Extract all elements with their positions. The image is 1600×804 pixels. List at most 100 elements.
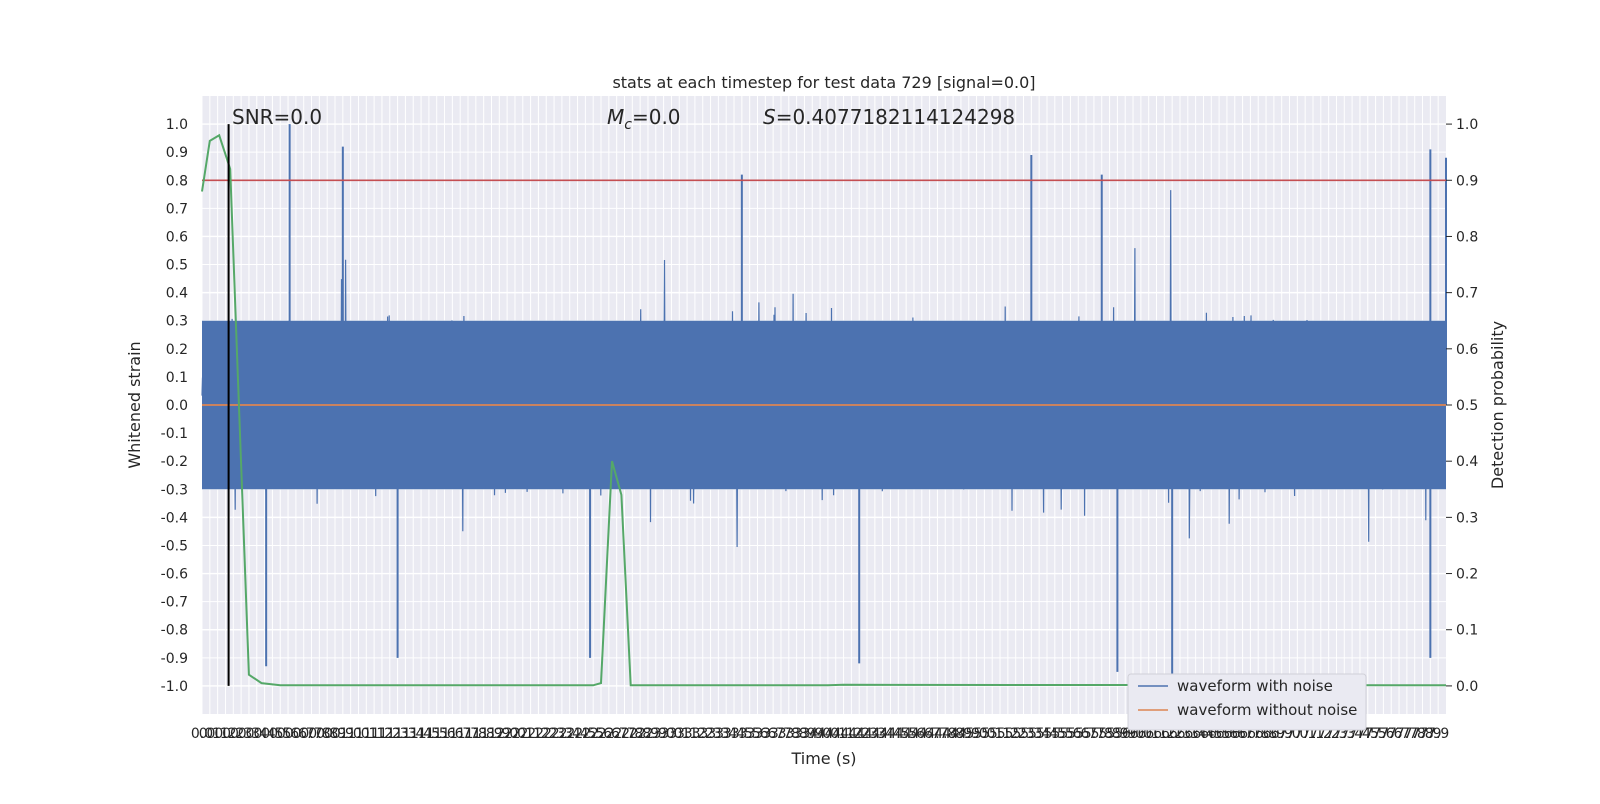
- x-tick-label: 1.0: [347, 726, 369, 742]
- x-tick-label: 4.2: [848, 726, 870, 742]
- x-tick-label: 5.2: [1005, 726, 1027, 742]
- y-tick-label-left: -0.1: [161, 426, 188, 442]
- x-tick-label: 5.9: [1106, 726, 1128, 742]
- y-tick-label-right: 0.3: [1456, 510, 1478, 526]
- x-tick-label: 2.8: [629, 726, 651, 742]
- x-tick-label: 5.1: [981, 726, 1003, 742]
- x-tick-label: 4.0: [809, 726, 831, 742]
- x-tick-label: 4.3: [856, 726, 878, 742]
- y-tick-label-left: 0.1: [166, 370, 188, 386]
- x-tick-label: 0.8: [308, 726, 330, 742]
- x-tick-label: 0.9: [324, 726, 346, 742]
- x-tick-label: 0.2: [214, 726, 236, 742]
- y-tick-label-right: 0.6: [1456, 342, 1478, 358]
- x-tick-label: 0.5: [261, 726, 283, 742]
- x-tick-label: 0.5: [269, 726, 291, 742]
- x-tick-label: 5.6: [1059, 726, 1081, 742]
- x-tick-label: 2.7: [613, 726, 635, 742]
- x-tick-label: 3.4: [715, 726, 737, 742]
- x-tick-label: 2.6: [598, 726, 620, 742]
- x-tick-label: 3.7: [770, 726, 792, 742]
- x-tick-label: 4.6: [903, 726, 925, 742]
- x-tick-label: 1.1: [363, 726, 385, 742]
- y-tick-label-left: -0.7: [161, 595, 188, 611]
- y-tick-label-left: 0.8: [166, 173, 188, 189]
- x-tick-label: 1.3: [394, 726, 416, 742]
- x-tick-label: 0.1: [207, 726, 229, 742]
- y-tick-label-left: -0.4: [161, 510, 188, 526]
- x-tick-label: 3.2: [684, 726, 706, 742]
- x-tick-label: 7.7: [1388, 726, 1410, 742]
- x-tick-label: 4.6: [911, 726, 933, 742]
- x-tick-label: 1.7: [449, 726, 471, 742]
- x-tick-label: 3.3: [699, 726, 721, 742]
- y-tick-label-left: 0.7: [166, 201, 188, 217]
- x-tick-label: 4.4: [872, 726, 894, 742]
- y-tick-label-left: -1.0: [161, 679, 188, 695]
- y-tick-label-left: 0.4: [166, 286, 188, 302]
- x-tick-label: 1.0: [340, 726, 362, 742]
- x-tick-label: 3.5: [739, 726, 761, 742]
- x-tick-label: 5.8: [1098, 726, 1120, 742]
- x-tick-label: 3.9: [801, 726, 823, 742]
- x-tick-label: 4.2: [840, 726, 862, 742]
- x-tick-label: 4.1: [832, 726, 854, 742]
- x-tick-label: 2.5: [582, 726, 604, 742]
- x-tick-label: 7.7: [1396, 726, 1418, 742]
- y-tick-label-left: 0.5: [166, 258, 188, 274]
- x-tick-label: 4.3: [864, 726, 886, 742]
- x-tick-label: 0.0: [191, 726, 213, 742]
- x-tick-label: 5.3: [1012, 726, 1034, 742]
- x-tick-label: 1.9: [488, 726, 510, 742]
- y-tick-label-right: 1.0: [1456, 117, 1478, 133]
- y-tick-label-right: 0.4: [1456, 454, 1478, 470]
- x-tick-label: 1.4: [402, 726, 424, 742]
- y-axis-label-right: Detection probability: [1488, 321, 1507, 489]
- s-value: =0.4077182114124298: [776, 105, 1015, 129]
- x-tick-label: 3.7: [762, 726, 784, 742]
- x-tick-label: 0.6: [285, 726, 307, 742]
- x-tick-label: 2.4: [559, 726, 581, 742]
- x-tick-label: 5.7: [1083, 726, 1105, 742]
- x-tick-label: 1.7: [457, 726, 479, 742]
- x-tick-label: 4.9: [958, 726, 980, 742]
- x-tick-label: 1.6: [433, 726, 455, 742]
- x-tick-label: 3.1: [676, 726, 698, 742]
- x-tick-label: 7.8: [1411, 726, 1433, 742]
- legend-box: [1127, 673, 1367, 731]
- y-tick-label-right: 0.5: [1456, 398, 1478, 414]
- x-tick-label: 3.8: [778, 726, 800, 742]
- x-tick-label: 5.8: [1091, 726, 1113, 742]
- x-tick-label: 2.1: [512, 726, 534, 742]
- y-tick-label-left: 0.9: [166, 145, 188, 161]
- x-tick-label: 2.2: [527, 726, 549, 742]
- y-tick-label-right: 0.2: [1456, 567, 1478, 583]
- x-tick-label: 5.4: [1036, 726, 1058, 742]
- x-tick-label: 0.3: [230, 726, 252, 742]
- x-tick-label: 5.0: [973, 726, 995, 742]
- y-tick-label-right: 0.7: [1456, 286, 1478, 302]
- x-tick-label: 1.2: [371, 726, 393, 742]
- chirp-mass-value: =0.0: [632, 105, 681, 129]
- x-tick-label: 5.0: [965, 726, 987, 742]
- x-tick-label: 1.5: [426, 726, 448, 742]
- x-tick-label: 1.3: [386, 726, 408, 742]
- x-tick-label: 0.6: [277, 726, 299, 742]
- x-tick-label: 5.1: [989, 726, 1011, 742]
- x-tick-label: 1.9: [480, 726, 502, 742]
- chirp-mass-symbol: M: [607, 105, 624, 129]
- chirp-mass-subscript: c: [624, 117, 632, 133]
- x-tick-label: 7.6: [1380, 726, 1402, 742]
- x-tick-label: 0.7: [300, 726, 322, 742]
- x-tick-label: 5.3: [1020, 726, 1042, 742]
- x-tick-label: 3.3: [707, 726, 729, 742]
- x-tick-label: 2.5: [574, 726, 596, 742]
- x-tick-label: 2.0: [504, 726, 526, 742]
- x-tick-label: 1.4: [410, 726, 432, 742]
- x-tick-label: 3.0: [660, 726, 682, 742]
- x-tick-label: 7.6: [1372, 726, 1394, 742]
- x-tick-label: 3.5: [731, 726, 753, 742]
- x-axis-label: Time (s): [790, 749, 856, 768]
